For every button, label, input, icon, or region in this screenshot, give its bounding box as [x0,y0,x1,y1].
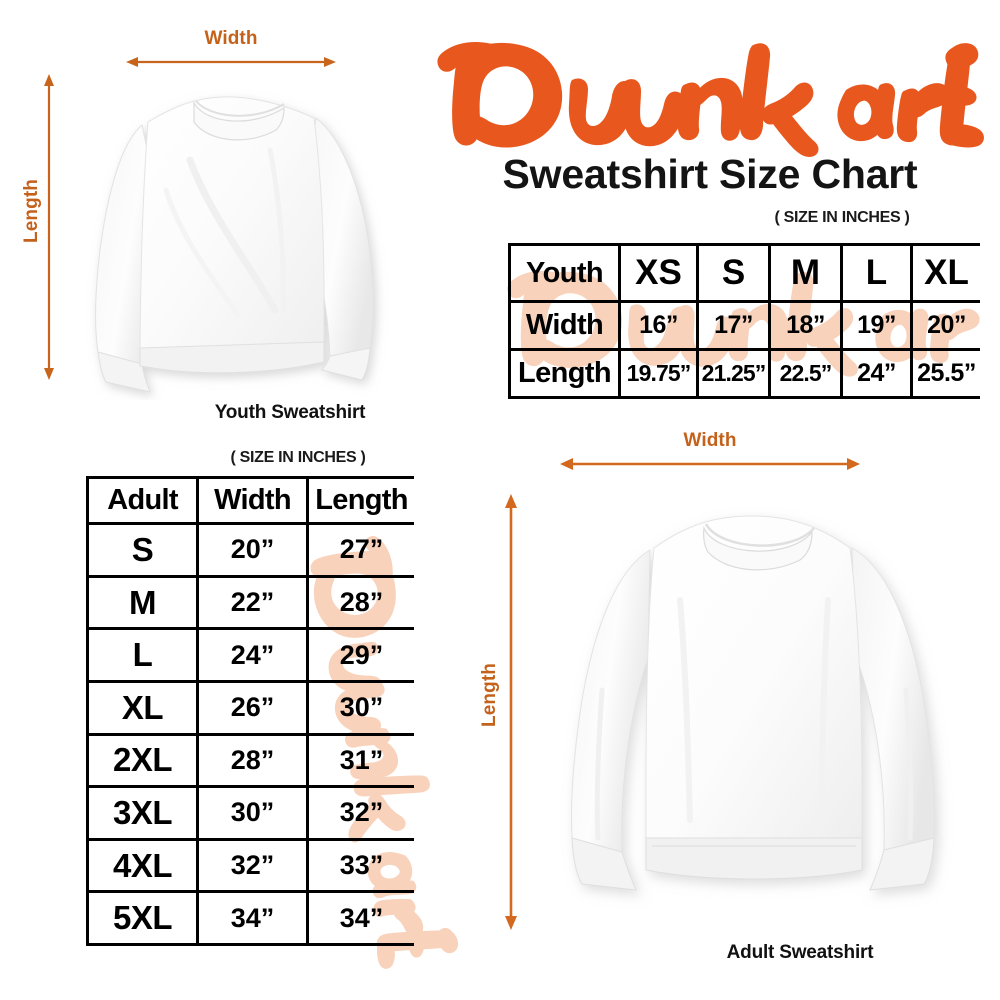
adult-length-s: 27” [306,522,414,578]
adult-width-5xl: 34” [196,890,309,946]
table-row: 2XL 28” 31” [86,732,414,789]
adult-width-arrow [560,456,860,472]
table-header-row: Adult Width Length [86,476,414,526]
youth-corner-label: Youth [508,243,621,304]
table-row: Width 16” 17” 18” 19” 20” [508,300,980,352]
adult-size-table: Adult Width Length S 20” 27” M 22” 28” L… [86,476,414,946]
adult-width-l: 24” [196,627,309,683]
youth-size-l: L [840,243,913,304]
adult-width-s: 20” [196,522,309,578]
table-row: L 24” 29” [86,627,414,683]
youth-sweatshirt-illustration [70,70,400,400]
adult-sweatshirt-caption: Adult Sweatshirt [726,942,874,963]
table-row: S 20” 27” [86,522,414,578]
table-row: Youth XS S M L XL [508,243,980,304]
youth-size-xs: XS [618,243,699,304]
adult-width-2xl: 28” [196,732,309,789]
youth-width-row-label: Width [508,300,621,352]
adult-units-note: ( SIZE IN INCHES ) [230,449,366,466]
youth-size-table-container: Youth XS S M L XL Width 16” 17” 18” 19” … [508,243,980,399]
adult-size-s: S [86,522,199,578]
youth-length-l: 24” [840,348,913,399]
adult-length-label: Length [479,663,500,727]
adult-width-3xl: 30” [196,785,309,841]
adult-size-m: M [86,574,199,631]
youth-size-s: S [696,243,771,304]
adult-size-xl: XL [86,679,199,736]
table-row: M 22” 28” [86,574,414,631]
youth-length-label: Length [21,179,42,243]
youth-length-arrow [41,74,57,380]
dunkare-logo [436,28,984,158]
table-row: XL 26” 30” [86,679,414,736]
adult-length-2xl: 31” [306,732,414,789]
adult-width-label: Width [683,430,737,451]
adult-length-5xl: 34” [306,890,414,946]
youth-length-m: 22.5” [768,348,843,399]
table-row: Length 19.75” 21.25” 22.5” 24” 25.5” [508,348,980,399]
youth-width-xl: 20” [910,300,980,352]
youth-width-label: Width [204,28,258,49]
youth-width-arrow [126,54,336,70]
adult-size-3xl: 3XL [86,785,199,841]
adult-length-3xl: 32” [306,785,414,841]
youth-size-xl: XL [910,243,980,304]
adult-width-xl: 26” [196,679,309,736]
youth-units-note: ( SIZE IN INCHES ) [774,209,910,226]
adult-length-m: 28” [306,574,414,631]
youth-size-m: M [768,243,843,304]
youth-length-row-label: Length [508,348,621,399]
youth-sweatshirt-caption: Youth Sweatshirt [214,402,366,423]
adult-size-4xl: 4XL [86,837,199,894]
adult-length-l: 29” [306,627,414,683]
adult-sweatshirt-illustration [540,490,970,930]
youth-length-xs: 19.75” [618,348,699,399]
youth-length-xl: 25.5” [910,348,980,399]
adult-col-size: Adult [86,476,199,526]
adult-width-m: 22” [196,574,309,631]
youth-length-s: 21.25” [696,348,771,399]
page-title: Sweatshirt Size Chart [502,151,918,197]
adult-length-xl: 30” [306,679,414,736]
adult-length-arrow [503,494,519,930]
adult-size-2xl: 2XL [86,732,199,789]
youth-width-s: 17” [696,300,771,352]
youth-width-l: 19” [840,300,913,352]
adult-width-4xl: 32” [196,837,309,894]
adult-size-5xl: 5XL [86,890,199,946]
adult-size-l: L [86,627,199,683]
adult-length-4xl: 33” [306,837,414,894]
adult-size-table-container: Adult Width Length S 20” 27” M 22” 28” L… [86,476,414,946]
adult-col-length: Length [306,476,414,526]
youth-size-table: Youth XS S M L XL Width 16” 17” 18” 19” … [508,243,980,399]
adult-col-width: Width [196,476,309,526]
table-row: 5XL 34” 34” [86,890,414,946]
table-row: 3XL 30” 32” [86,785,414,841]
youth-width-m: 18” [768,300,843,352]
youth-width-xs: 16” [618,300,699,352]
table-row: 4XL 32” 33” [86,837,414,894]
